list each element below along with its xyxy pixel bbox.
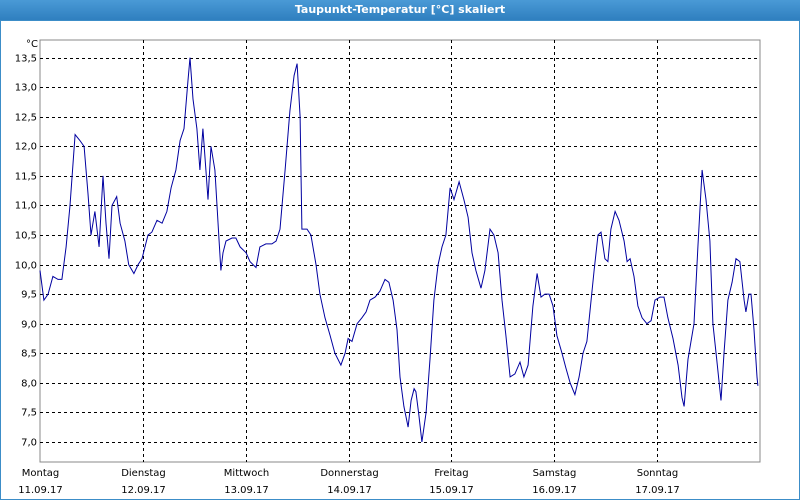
x-tick-date: 14.09.17 <box>327 485 372 496</box>
x-tick-date: 11.09.17 <box>18 485 63 496</box>
y-tick-label: 7,0 <box>21 438 37 449</box>
x-tick-label: Samstag <box>533 468 577 479</box>
y-tick-label: 10,5 <box>15 231 37 242</box>
y-tick-label: 11,5 <box>15 172 37 183</box>
x-tick-date: 17.09.17 <box>635 485 680 496</box>
y-axis-label: °C <box>26 39 38 50</box>
plot-frame <box>39 39 761 463</box>
x-tick-label: Mittwoch <box>224 468 269 479</box>
y-tick-label: 11,0 <box>15 201 37 212</box>
y-tick-label: 9,5 <box>21 290 37 301</box>
x-tick-label: Donnerstag <box>320 468 378 479</box>
x-tick-label: Freitag <box>434 468 468 479</box>
x-tick-label: Dienstag <box>121 468 166 479</box>
x-tick-date: 15.09.17 <box>429 485 474 496</box>
x-tick-label: Sonntag <box>637 468 679 479</box>
y-tick-label: 13,5 <box>15 54 37 65</box>
y-tick-label: 12,0 <box>15 142 37 153</box>
y-tick-label: 8,0 <box>21 379 37 390</box>
x-tick-date: 12.09.17 <box>121 485 166 496</box>
y-tick-label: 8,5 <box>21 349 37 360</box>
y-tick-label: 9,0 <box>21 320 37 331</box>
y-tick-label: 7,5 <box>21 408 37 419</box>
window-border <box>0 20 800 500</box>
y-tick-label: 13,0 <box>15 83 37 94</box>
x-tick-date: 16.09.17 <box>532 485 577 496</box>
x-tick-date: 13.09.17 <box>224 485 269 496</box>
y-tick-label: 10,0 <box>15 261 37 272</box>
title-bar <box>0 0 800 20</box>
x-tick-label: Montag <box>22 468 59 479</box>
chart-title: Taupunkt-Temperatur [°C] skaliert <box>295 3 505 16</box>
y-tick-label: 12,5 <box>15 113 37 124</box>
data-line <box>39 57 759 442</box>
